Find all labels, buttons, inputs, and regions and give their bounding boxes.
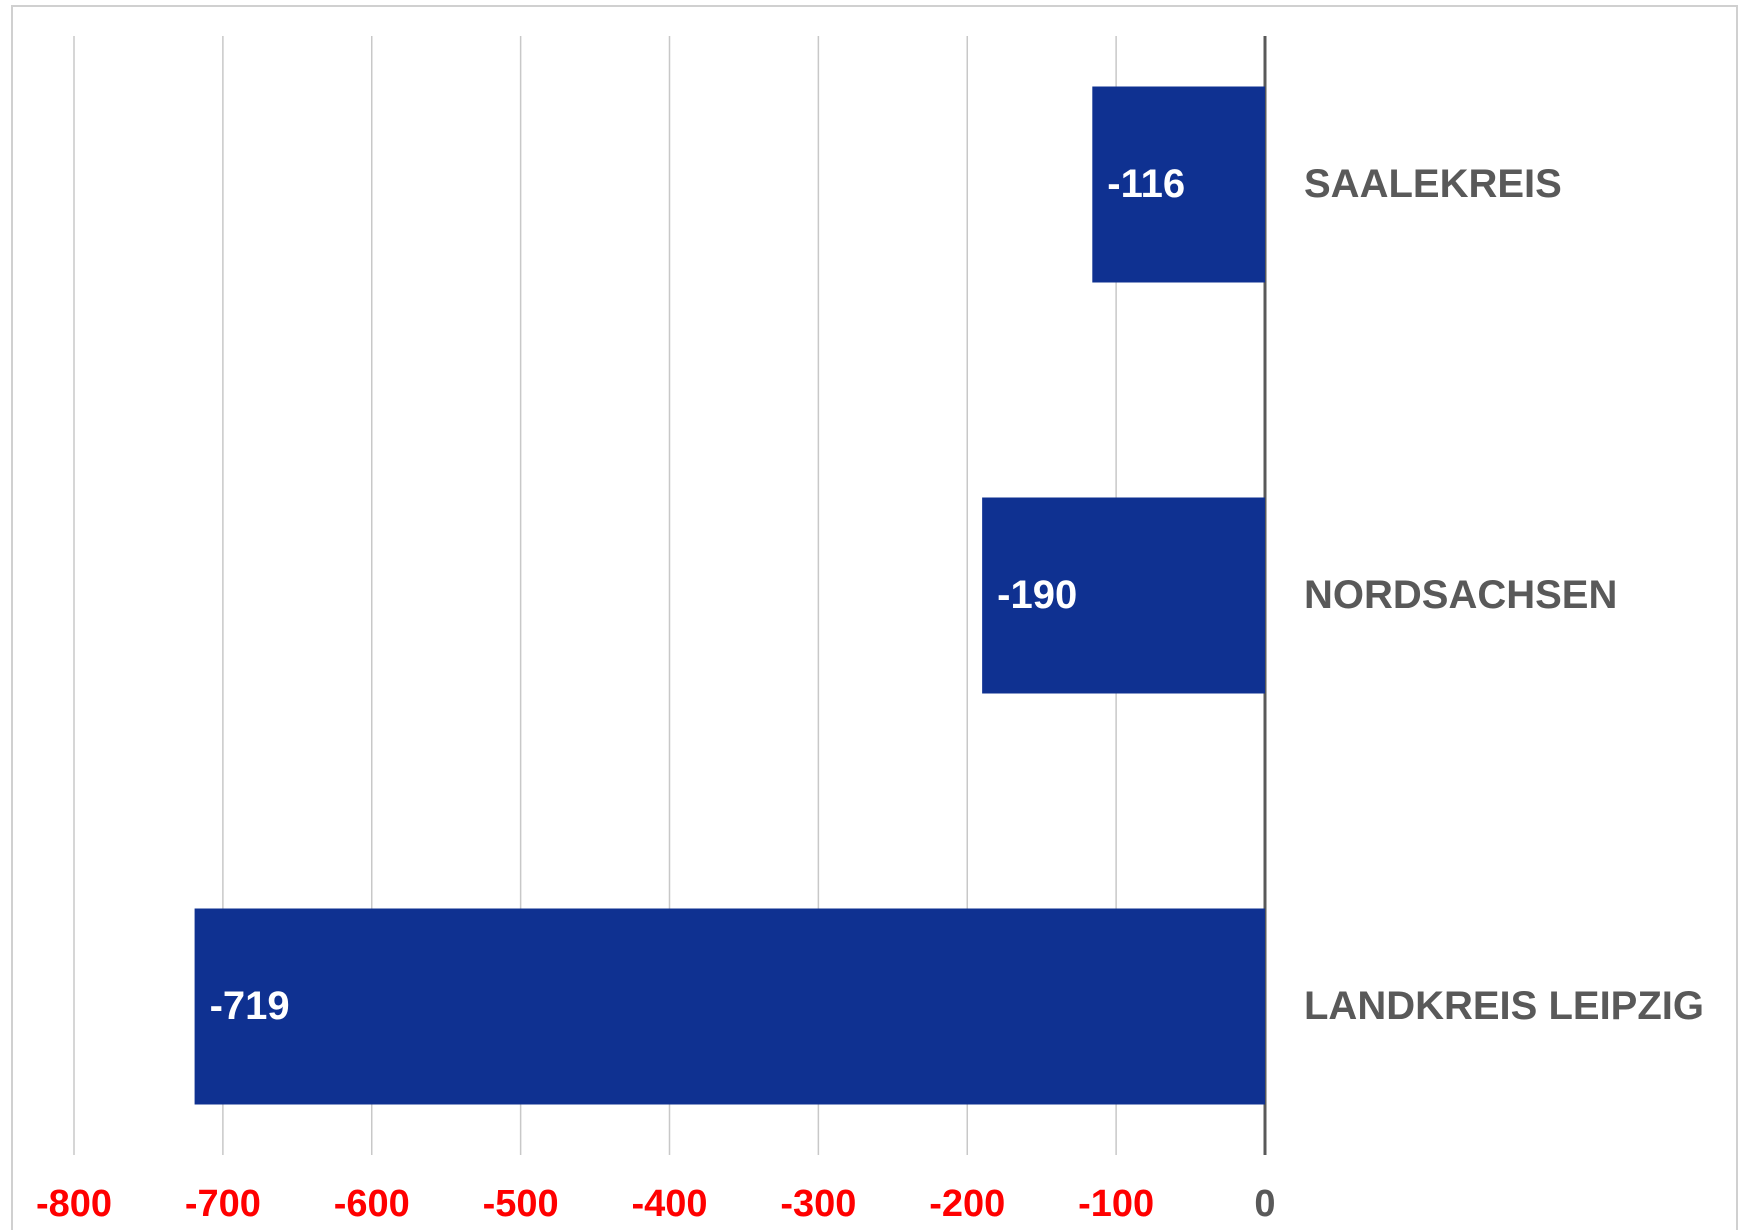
x-tick-label: -500 (483, 1183, 559, 1225)
x-tick-label: -800 (36, 1183, 112, 1225)
x-tick-label: -700 (185, 1183, 261, 1225)
chart-frame (11, 5, 1738, 1230)
value-label: -190 (997, 573, 1077, 617)
category-label: LANDKREIS LEIPZIG (1304, 984, 1704, 1028)
bar (1092, 86, 1265, 283)
bar (194, 908, 1265, 1105)
bar (982, 497, 1265, 694)
category-label: SAALEKREIS (1304, 162, 1562, 206)
value-label: -116 (1107, 162, 1185, 206)
x-tick-label: -400 (631, 1183, 707, 1225)
x-tick-label: 0 (1254, 1183, 1275, 1225)
x-tick-label: -100 (1078, 1183, 1154, 1225)
category-label: NORDSACHSEN (1304, 573, 1617, 617)
x-tick-label: -600 (334, 1183, 410, 1225)
x-tick-label: -300 (780, 1183, 856, 1225)
value-label: -719 (210, 984, 290, 1028)
x-tick-label: -200 (929, 1183, 1005, 1225)
